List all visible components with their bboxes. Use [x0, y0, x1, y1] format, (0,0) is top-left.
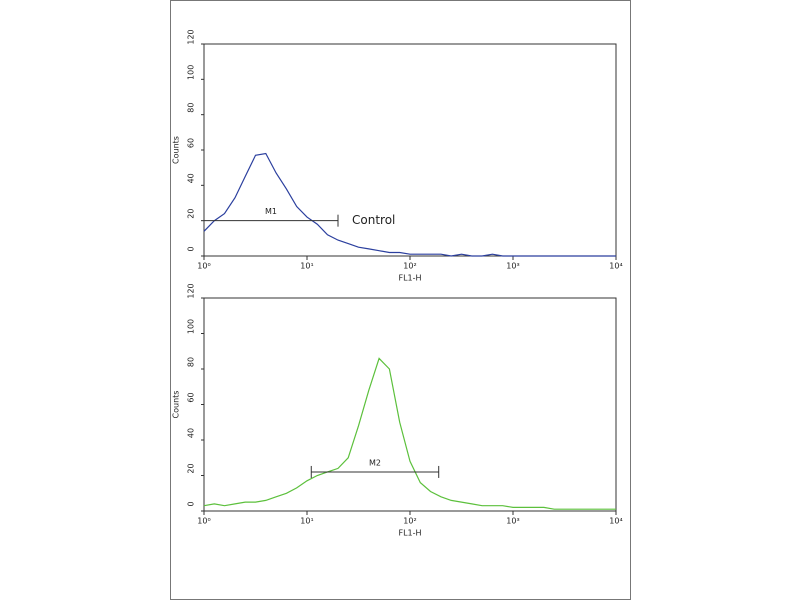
- x-axis-label: FL1-H: [398, 274, 421, 283]
- y-tick-label: 80: [187, 103, 196, 113]
- y-tick-label: 20: [187, 209, 196, 219]
- x-tick-label: 10²: [403, 517, 416, 526]
- x-tick-label: 10¹: [300, 517, 313, 526]
- y-tick-label: 40: [187, 428, 196, 438]
- x-tick-label: 10⁴: [609, 517, 622, 526]
- y-tick-label: 60: [187, 138, 196, 148]
- x-tick-label: 10⁰: [197, 262, 210, 271]
- x-tick-label: 10¹: [300, 262, 313, 271]
- annotation: Control: [352, 213, 395, 227]
- y-tick-label: 120: [187, 29, 196, 44]
- y-tick-label: 120: [187, 283, 196, 298]
- y-tick-label: 100: [187, 65, 196, 80]
- histogram-line: [203, 152, 616, 257]
- x-tick-label: 10²: [403, 262, 416, 271]
- x-tick-label: 10⁴: [609, 262, 622, 271]
- y-tick-label: 100: [187, 319, 196, 334]
- marker-label: M1: [265, 207, 277, 216]
- x-tick-label: 10⁰: [197, 517, 210, 526]
- y-tick-label: 60: [187, 392, 196, 402]
- y-tick-label: 40: [187, 173, 196, 183]
- y-tick-label: 80: [187, 357, 196, 367]
- y-tick-label: 0: [187, 501, 196, 506]
- x-tick-label: 10³: [506, 262, 519, 271]
- y-tick-label: 20: [187, 463, 196, 473]
- x-tick-label: 10³: [506, 517, 519, 526]
- y-axis-label: Counts: [172, 391, 181, 419]
- x-axis-label: FL1-H: [398, 529, 421, 538]
- y-axis-label: Counts: [172, 136, 181, 164]
- y-tick-label: 0: [187, 246, 196, 251]
- marker-label: M2: [369, 458, 381, 467]
- histogram-line: [203, 357, 616, 510]
